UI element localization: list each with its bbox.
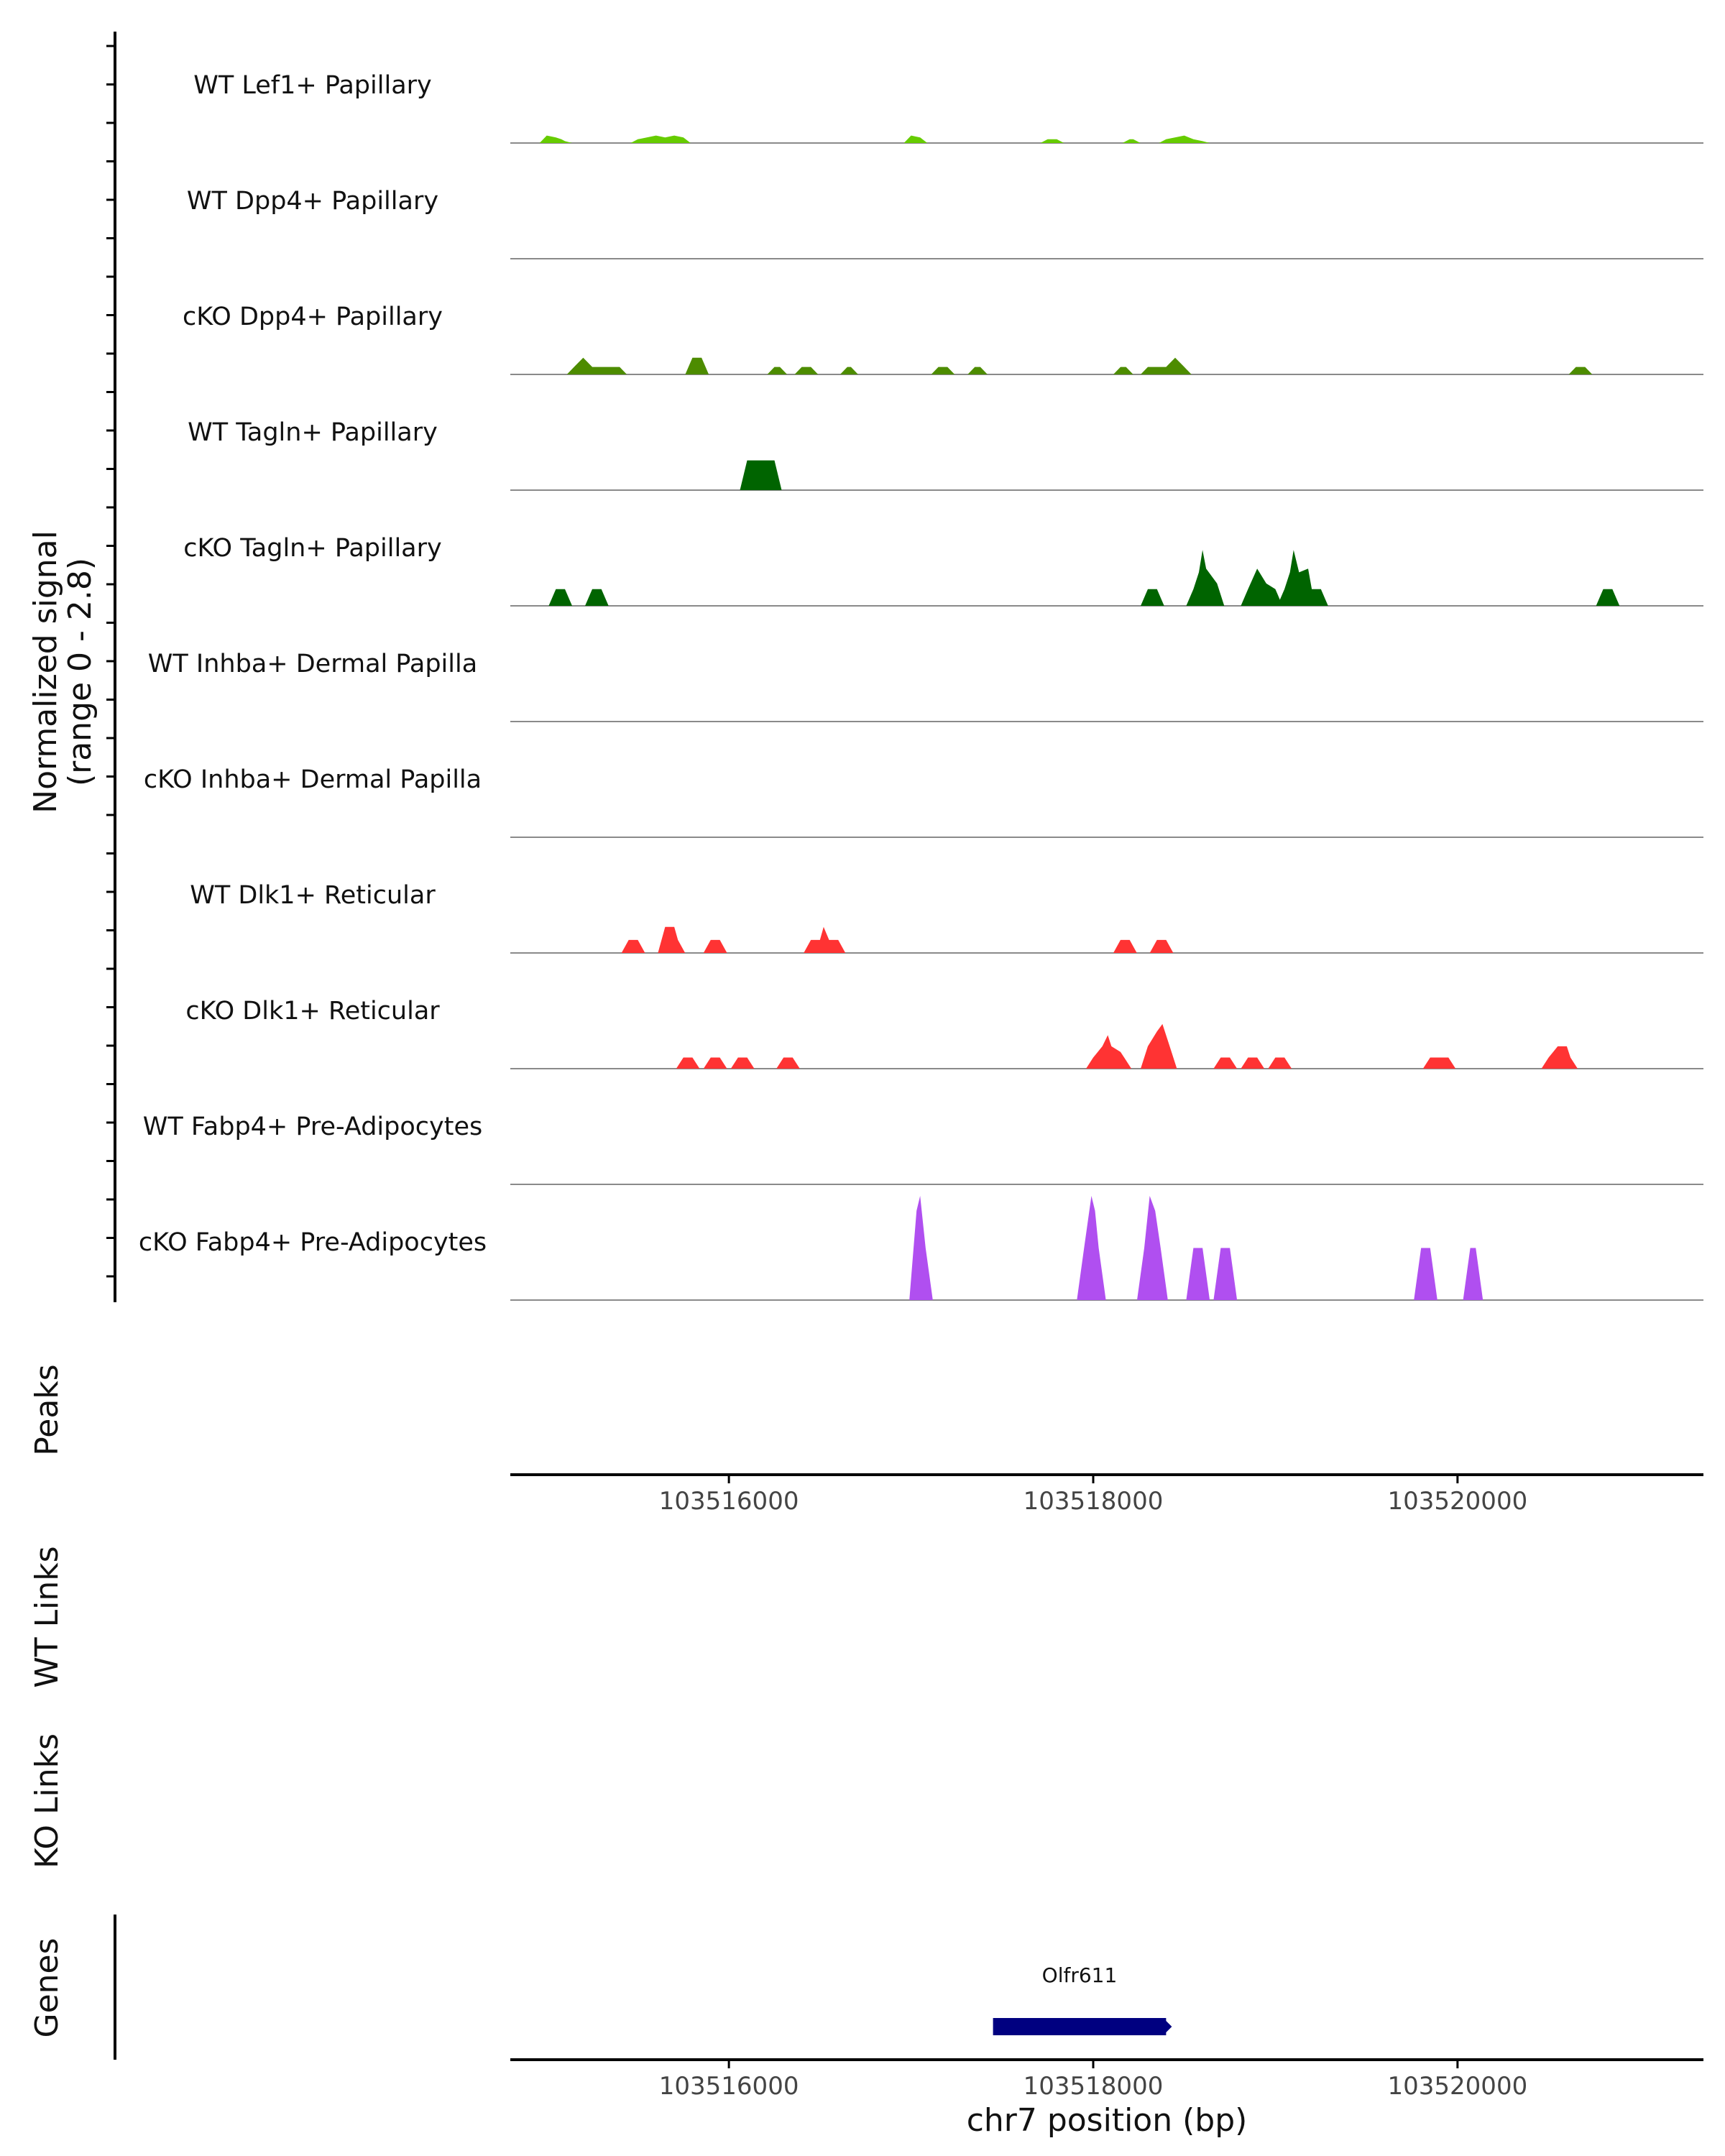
signal-peak — [621, 939, 645, 953]
signal-peak — [1077, 1196, 1106, 1300]
x-axis-label: chr7 position (bp) — [967, 2102, 1248, 2139]
y-axis-sublabel: (range 0 - 2.8) — [62, 558, 98, 786]
signal-peak — [1213, 1248, 1238, 1300]
signal-peak — [1122, 139, 1141, 143]
signal-axis-ticks — [106, 45, 115, 1278]
signal-peak — [1596, 589, 1620, 606]
signal-peak — [794, 367, 819, 374]
signal-peak — [676, 1057, 700, 1069]
signal-peak — [630, 135, 691, 143]
track-label: cKO Dlk1+ Reticular — [185, 997, 440, 1026]
signal-peak — [909, 1196, 933, 1300]
signal-peak — [703, 1057, 727, 1069]
gene-strand-arrow — [1163, 2018, 1172, 2035]
signal-peak — [730, 1057, 755, 1069]
x-tick-label: 103516000 — [659, 1487, 799, 1516]
track-label: WT Dlk1+ Reticular — [190, 881, 436, 910]
track-label: cKO Fabp4+ Pre-Adipocytes — [139, 1228, 487, 1257]
genes-label: Genes — [29, 1938, 65, 2037]
signal-peak — [585, 589, 609, 606]
signal-peak — [1141, 1023, 1177, 1069]
signal-peak — [804, 926, 846, 953]
signal-peak — [539, 135, 572, 143]
gene-body — [993, 2018, 1167, 2035]
signal-peak — [1277, 550, 1328, 606]
signal-peak — [1086, 1035, 1132, 1069]
track-label: WT Lef1+ Papillary — [193, 71, 432, 100]
track-label: cKO Inhba+ Dermal Papilla — [144, 765, 482, 794]
signal-peak — [1040, 139, 1064, 143]
signal-peak — [1541, 1046, 1578, 1069]
signal-peak — [967, 367, 988, 374]
signal-peak — [1422, 1057, 1456, 1069]
signal-peak — [1213, 1057, 1238, 1069]
signal-peak — [703, 939, 727, 953]
signal-peak — [740, 460, 782, 490]
signal-peak — [548, 589, 572, 606]
signal-peak — [1137, 1196, 1168, 1300]
signal-peak — [776, 1057, 800, 1069]
signal-peak — [685, 357, 709, 374]
track-label: WT Dpp4+ Papillary — [187, 187, 438, 216]
track-label: WT Fabp4+ Pre-Adipocytes — [143, 1112, 482, 1141]
peaks-x-axis: 103516000 103518000 103520000 — [659, 1475, 1527, 1516]
signal-peak — [1149, 939, 1174, 953]
x-tick-label: 103516000 — [659, 2072, 799, 2101]
signal-peak — [840, 367, 858, 374]
peaks-label: Peaks — [29, 1364, 65, 1455]
signal-peak — [1268, 1057, 1292, 1069]
signal-tracks: WT Lef1+ Papillary WT Dpp4+ Papillary cKO … — [139, 71, 1703, 1301]
signal-peak — [1241, 568, 1283, 606]
gene-name-label: Olfr611 — [1042, 1963, 1118, 1987]
signal-peak — [1568, 367, 1593, 374]
x-tick-label: 103518000 — [1024, 1487, 1164, 1516]
signal-peak — [1414, 1248, 1438, 1300]
wt-links-label: WT Links — [29, 1546, 65, 1687]
track-label: WT Inhba+ Dermal Papilla — [148, 650, 477, 678]
ko-links-label: KO Links — [29, 1733, 65, 1869]
signal-peak — [1141, 589, 1164, 606]
x-tick-label: 103518000 — [1024, 2072, 1164, 2101]
signal-peak — [903, 135, 928, 143]
signal-peak — [931, 367, 955, 374]
genes-x-axis: 103516000 103518000 103520000 — [659, 2060, 1527, 2101]
track-label: WT Tagln+ Papillary — [188, 418, 438, 447]
x-tick-label: 103520000 — [1388, 2072, 1528, 2101]
signal-peak — [1113, 939, 1137, 953]
signal-peak — [658, 926, 686, 953]
track-label: cKO Tagln+ Papillary — [183, 534, 442, 563]
signal-peak — [566, 357, 627, 374]
signal-peak — [1113, 367, 1133, 374]
signal-peak — [1241, 1057, 1265, 1069]
signal-peak — [1186, 550, 1225, 606]
signal-peak — [1159, 135, 1210, 143]
gene-track: Olfr611 — [993, 1963, 1172, 2035]
signal-peak — [1186, 1248, 1210, 1300]
x-tick-label: 103520000 — [1388, 1487, 1528, 1516]
signal-peak — [1141, 357, 1192, 374]
track-label: cKO Dpp4+ Papillary — [183, 303, 443, 331]
y-axis-label: Normalized signal — [27, 530, 64, 814]
signal-peak — [1463, 1248, 1484, 1300]
signal-peak — [767, 367, 788, 374]
